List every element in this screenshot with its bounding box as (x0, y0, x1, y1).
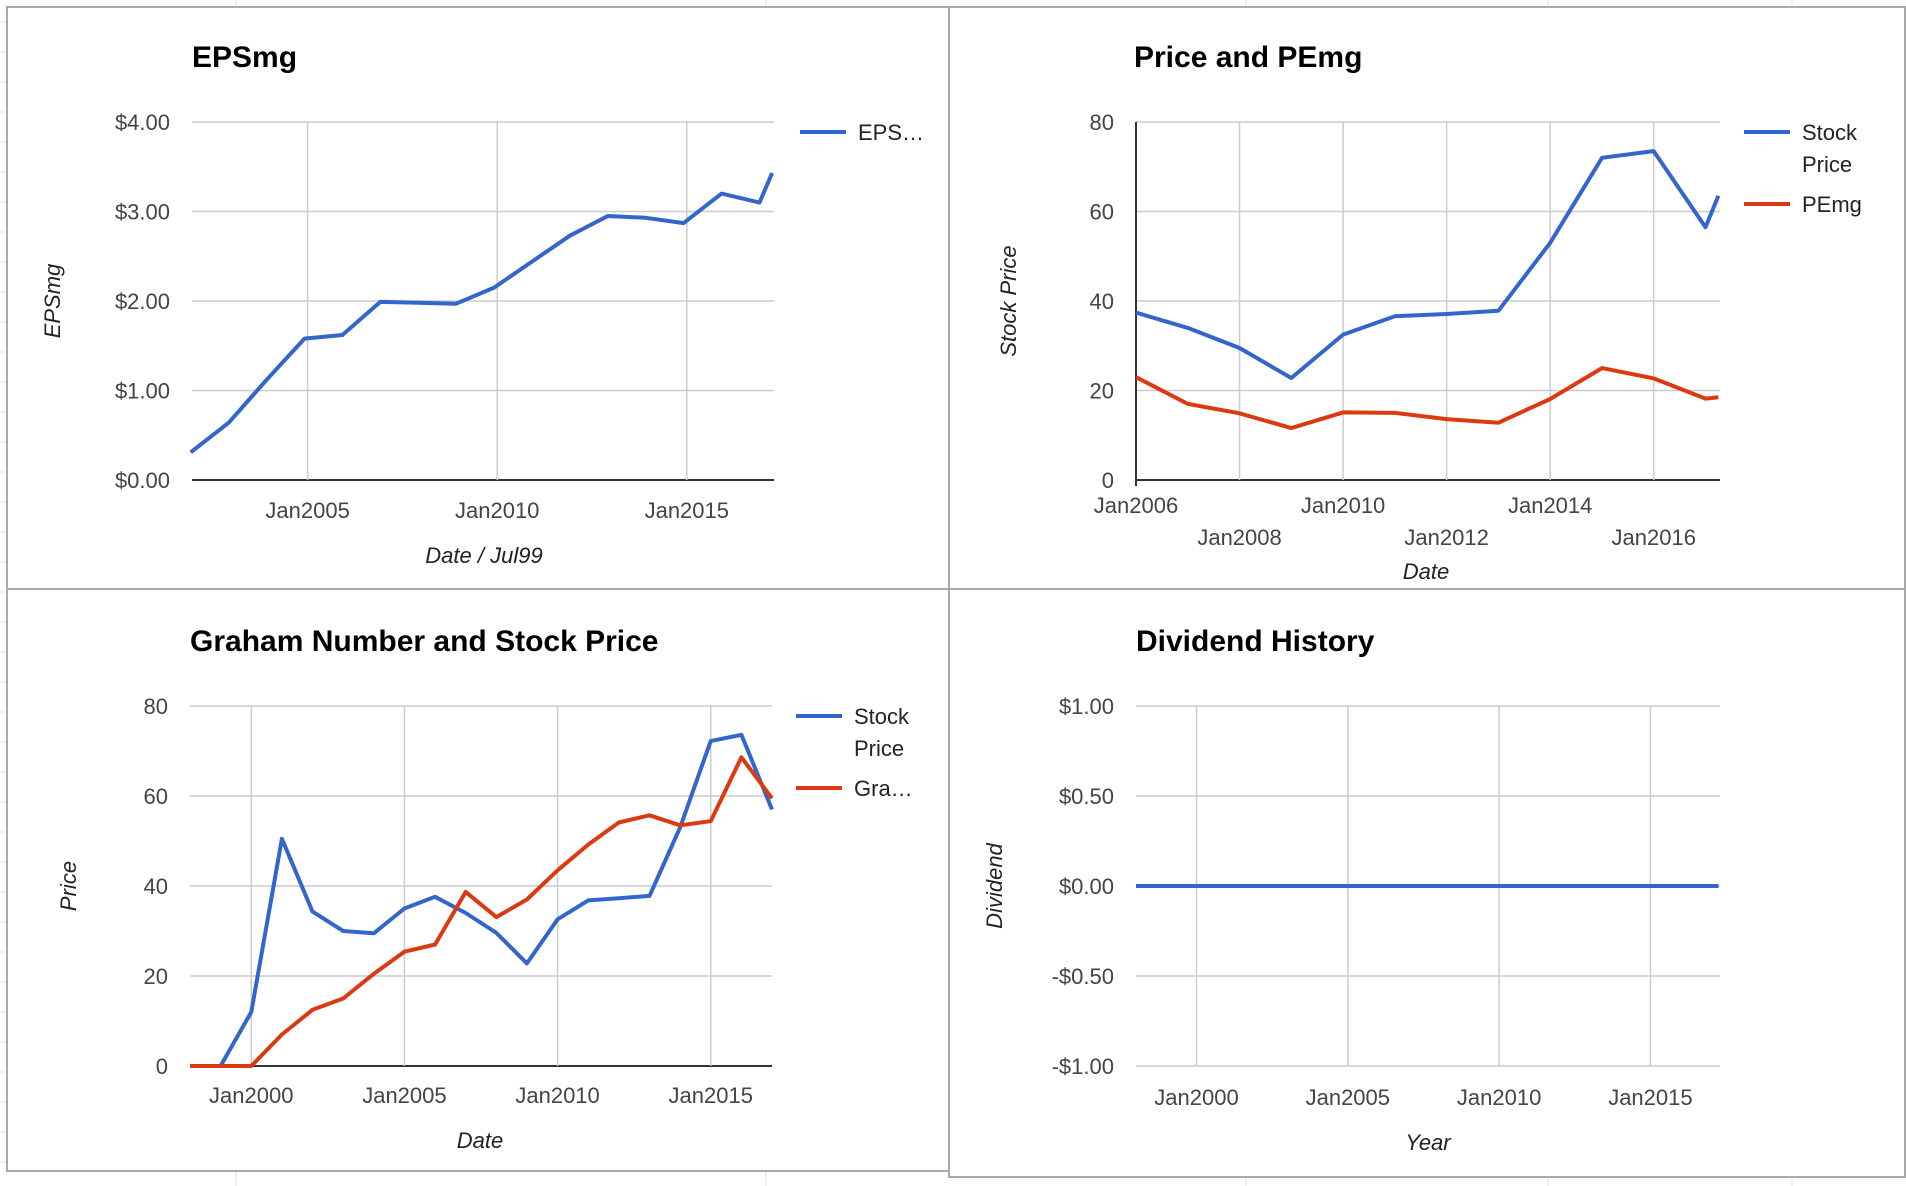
x-tick-label: Jan2008 (1197, 525, 1281, 550)
x-tick-label: Jan2005 (1306, 1085, 1390, 1110)
x-axis-label: Date / Jul99 (425, 543, 542, 568)
legend-label: Stock Price (854, 704, 910, 761)
y-tick-label: -$0.50 (1052, 964, 1114, 989)
y-tick-label: $1.00 (1059, 694, 1114, 719)
y-tick-label: 40 (144, 874, 168, 899)
series-line-2 (190, 755, 774, 1068)
series-line-1 (1135, 149, 1721, 380)
chart-price-pemg-svg: Price and PEmg 0 20 40 60 80 Jan2006 Jan2008 J… (996, 41, 1862, 584)
series-line-1 (189, 172, 774, 454)
x-tick-label: Jan2005 (265, 498, 349, 523)
chart-epsmg-svg: EPSmg $0.00 $1.00 $2.00 $3.00 $4.00 Jan2005 J… (40, 41, 924, 568)
chart-title: Price and PEmg (1134, 41, 1362, 74)
y-tick-label: $0.00 (115, 468, 170, 493)
y-tick-label: $3.00 (115, 200, 170, 225)
y-tick-label: $4.00 (115, 110, 170, 135)
x-tick-label: Jan2005 (362, 1083, 446, 1108)
y-tick-label: $0.00 (1059, 874, 1114, 899)
y-axis-label: EPSmg (40, 263, 65, 338)
x-tick-label: Jan2010 (1301, 493, 1385, 518)
y-tick-label: -$1.00 (1052, 1054, 1114, 1079)
series-line-2 (1135, 366, 1719, 431)
chart-dividend-history-svg: Dividend History -$1.00 -$0.50 $0.00 $0.50 $… (982, 625, 1720, 1155)
y-tick-label: 60 (144, 784, 168, 809)
x-tick-label: Jan2015 (669, 1083, 753, 1108)
chart-price-pemg[interactable]: Price and PEmg 0 20 40 60 80 Jan2006 Jan2008 J… (948, 6, 1906, 590)
y-tick-label: 80 (1090, 110, 1114, 135)
x-tick-label: Jan2012 (1404, 525, 1488, 550)
y-tick-label: 80 (144, 694, 168, 719)
x-tick-label: Jan2010 (1457, 1085, 1541, 1110)
x-tick-label: Jan2010 (455, 498, 539, 523)
legend-label: Stock Price (1802, 120, 1858, 177)
y-tick-label: 20 (1090, 379, 1114, 404)
y-tick-label: 20 (144, 964, 168, 989)
y-tick-label: 60 (1090, 200, 1114, 225)
y-tick-label: $1.00 (115, 379, 170, 404)
legend-label: EPS… (858, 120, 924, 145)
y-tick-label: 0 (1102, 468, 1114, 493)
legend-label: Gra… (854, 776, 913, 801)
x-tick-label: Jan2015 (645, 498, 729, 523)
chart-dividend-history[interactable]: Dividend History -$1.00 -$0.50 $0.00 $0.50 $… (948, 588, 1906, 1178)
x-tick-label: Jan2014 (1508, 493, 1592, 518)
x-tick-label: Jan2006 (1094, 493, 1178, 518)
legend-label: PEmg (1802, 192, 1862, 217)
chart-graham-number-svg: Graham Number and Stock Price 020406080 … (56, 625, 913, 1153)
x-axis-label: Year (1405, 1130, 1452, 1155)
x-tick-label: Jan2000 (209, 1083, 293, 1108)
y-axis-label: Dividend (982, 842, 1007, 928)
x-tick-label: Jan2000 (1154, 1085, 1238, 1110)
chart-title: EPSmg (192, 41, 297, 74)
y-tick-label: $2.00 (115, 289, 170, 314)
y-axis-label: Price (56, 861, 81, 911)
x-tick-label: Jan2015 (1608, 1085, 1692, 1110)
x-tick-label: Jan2016 (1612, 525, 1696, 550)
chart-title: Graham Number and Stock Price (190, 625, 659, 658)
chart-title: Dividend History (1136, 625, 1375, 658)
x-axis-label: Date (457, 1128, 503, 1153)
x-tick-label: Jan2010 (515, 1083, 599, 1108)
y-tick-label: 40 (1090, 289, 1114, 314)
chart-epsmg[interactable]: EPSmg $0.00 $1.00 $2.00 $3.00 $4.00 Jan2005 J… (6, 6, 950, 590)
y-tick-label: 0 (156, 1054, 168, 1079)
chart-graham-number[interactable]: Graham Number and Stock Price 0 20 40 60 80 … (6, 588, 950, 1172)
x-axis-label: Date (1403, 559, 1449, 584)
series-line-1 (190, 732, 774, 1068)
y-axis-label: Stock Price (996, 245, 1021, 356)
y-tick-label: $0.50 (1059, 784, 1114, 809)
